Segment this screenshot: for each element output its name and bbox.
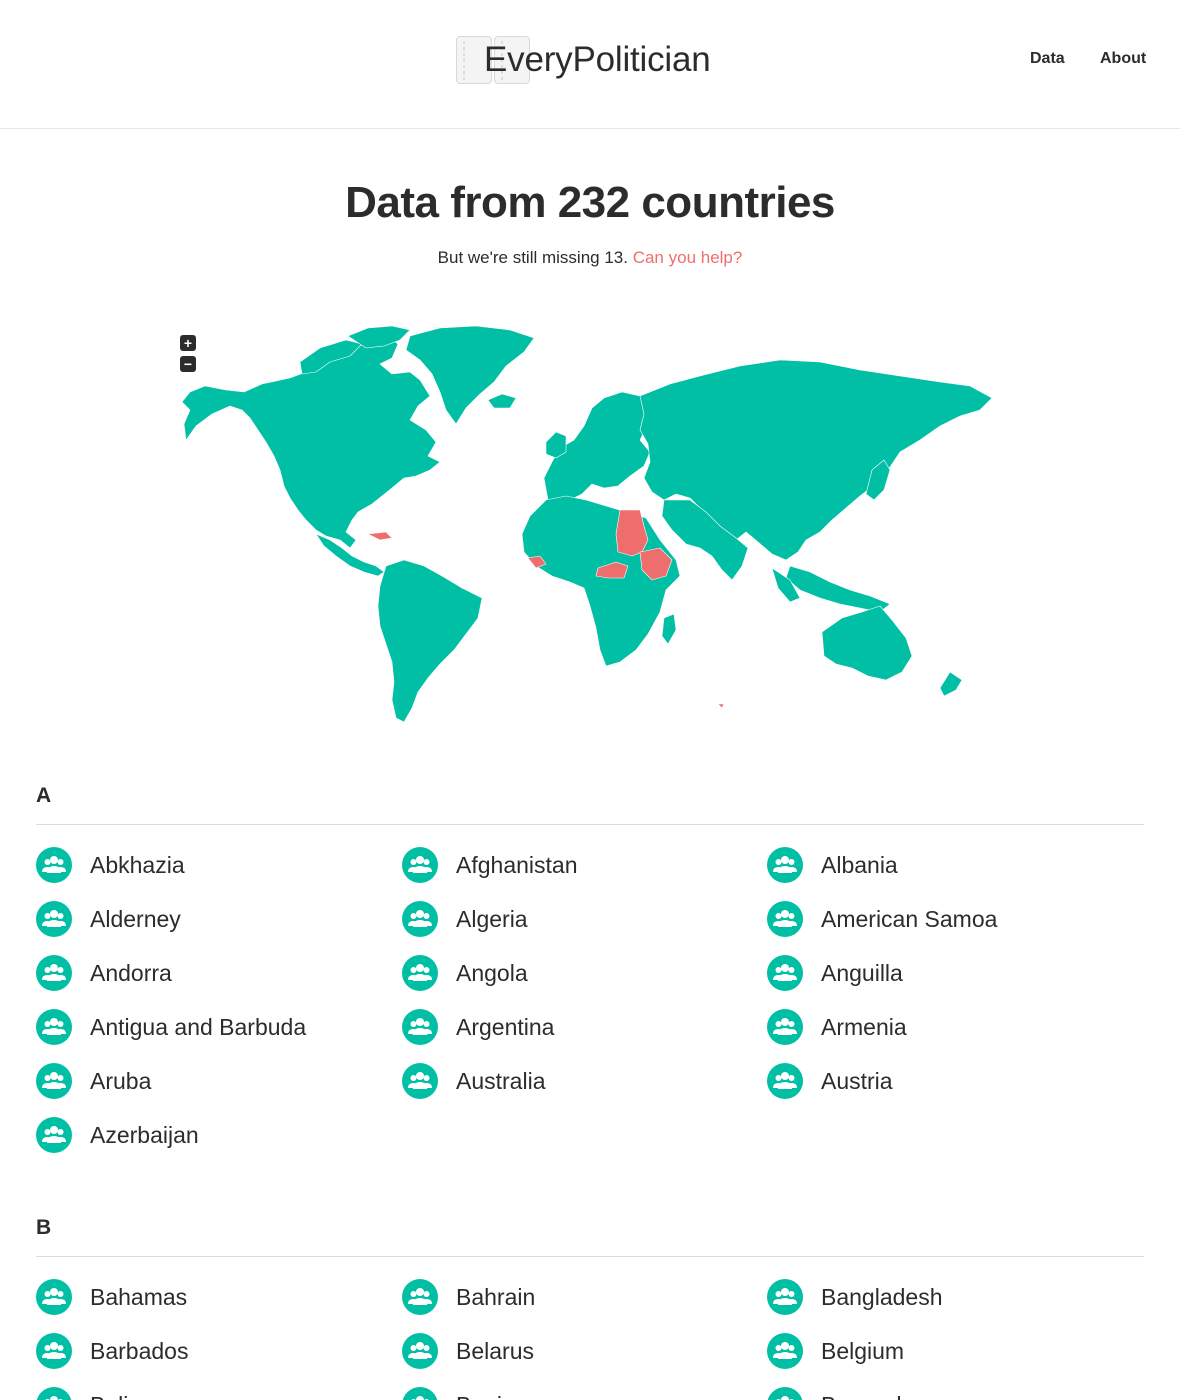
japan bbox=[865, 459, 891, 501]
country-antigua-and-barbuda[interactable]: Antigua and Barbuda bbox=[36, 1009, 306, 1045]
country-algeria[interactable]: Algeria bbox=[402, 901, 528, 937]
country-afghanistan[interactable]: Afghanistan bbox=[402, 847, 577, 883]
people-icon bbox=[36, 1117, 72, 1153]
country-albania[interactable]: Albania bbox=[767, 847, 898, 883]
country-andorra[interactable]: Andorra bbox=[36, 955, 172, 991]
people-icon bbox=[36, 1387, 72, 1400]
people-icon bbox=[767, 1009, 803, 1045]
country-barbados[interactable]: Barbados bbox=[36, 1333, 188, 1369]
people-icon bbox=[36, 955, 72, 991]
people-icon bbox=[402, 955, 438, 991]
country-bangladesh[interactable]: Bangladesh bbox=[767, 1279, 943, 1315]
missing-region-west bbox=[527, 555, 547, 569]
section-divider-b bbox=[36, 1256, 1144, 1257]
country-australia[interactable]: Australia bbox=[402, 1063, 545, 1099]
arabia-india bbox=[661, 499, 749, 581]
missing-region-caribbean bbox=[367, 531, 393, 541]
uk-ireland bbox=[545, 431, 567, 459]
country-austria[interactable]: Austria bbox=[767, 1063, 893, 1099]
country-azerbaijan[interactable]: Azerbaijan bbox=[36, 1117, 199, 1153]
iceland bbox=[487, 393, 517, 409]
country-anguilla[interactable]: Anguilla bbox=[767, 955, 903, 991]
sumatra bbox=[771, 567, 801, 603]
people-icon bbox=[767, 901, 803, 937]
country-belarus[interactable]: Belarus bbox=[402, 1333, 534, 1369]
south-america bbox=[377, 559, 483, 723]
logo[interactable]: EveryPolitician bbox=[456, 36, 711, 84]
country-bahrain[interactable]: Bahrain bbox=[402, 1279, 535, 1315]
country-bahamas[interactable]: Bahamas bbox=[36, 1279, 187, 1315]
people-icon bbox=[402, 1063, 438, 1099]
country-argentina[interactable]: Argentina bbox=[402, 1009, 554, 1045]
people-icon bbox=[767, 1387, 803, 1400]
people-icon bbox=[767, 1063, 803, 1099]
missing-region-horn bbox=[639, 547, 673, 581]
section-divider-a bbox=[36, 824, 1144, 825]
country-belgium[interactable]: Belgium bbox=[767, 1333, 904, 1369]
africa bbox=[521, 495, 681, 667]
people-icon bbox=[402, 847, 438, 883]
country-bermuda[interactable]: Bermuda bbox=[767, 1387, 914, 1400]
people-icon bbox=[767, 847, 803, 883]
country-benin[interactable]: Benin bbox=[402, 1387, 515, 1400]
country-alderney[interactable]: Alderney bbox=[36, 901, 181, 937]
world-map[interactable] bbox=[170, 318, 1010, 738]
zoom-out-button[interactable]: − bbox=[180, 356, 196, 372]
country-angola[interactable]: Angola bbox=[402, 955, 528, 991]
se-asia-islands bbox=[785, 565, 891, 613]
people-icon bbox=[767, 1333, 803, 1369]
country-abkhazia[interactable]: Abkhazia bbox=[36, 847, 185, 883]
people-icon bbox=[767, 1279, 803, 1315]
section-letter-b: B bbox=[36, 1216, 52, 1239]
people-icon bbox=[36, 847, 72, 883]
nav-about-link[interactable]: About bbox=[1100, 50, 1147, 67]
site-header: EveryPolitician Data About bbox=[0, 0, 1180, 129]
missing-region-central bbox=[595, 561, 629, 579]
people-icon bbox=[402, 1009, 438, 1045]
logo-text: EveryPolitician bbox=[484, 40, 711, 79]
country-belize[interactable]: Belize bbox=[36, 1387, 153, 1400]
australia bbox=[821, 605, 913, 681]
missing-region-south bbox=[717, 703, 725, 709]
madagascar bbox=[661, 613, 677, 645]
section-letter-a: A bbox=[36, 784, 52, 807]
arctic-islands-2 bbox=[347, 325, 411, 349]
greenland bbox=[405, 325, 535, 425]
arctic-islands bbox=[299, 339, 363, 375]
nav-data-link[interactable]: Data bbox=[1030, 50, 1065, 67]
people-icon bbox=[767, 955, 803, 991]
zoom-in-button[interactable]: + bbox=[180, 335, 196, 351]
page-subtitle: But we're still missing 13. Can you help… bbox=[0, 248, 1180, 268]
people-icon bbox=[36, 1063, 72, 1099]
people-icon bbox=[402, 1387, 438, 1400]
missing-count-text: But we're still missing 13. bbox=[437, 248, 628, 267]
logo-icon bbox=[456, 36, 532, 84]
new-zealand bbox=[939, 671, 963, 697]
country-aruba[interactable]: Aruba bbox=[36, 1063, 151, 1099]
page-title: Data from 232 countries bbox=[345, 178, 835, 227]
country-american-samoa[interactable]: American Samoa bbox=[767, 901, 997, 937]
people-icon bbox=[402, 1279, 438, 1315]
people-icon bbox=[36, 901, 72, 937]
people-icon bbox=[36, 1009, 72, 1045]
asia bbox=[639, 359, 993, 561]
country-armenia[interactable]: Armenia bbox=[767, 1009, 907, 1045]
people-icon bbox=[402, 901, 438, 937]
people-icon bbox=[36, 1279, 72, 1315]
people-icon bbox=[36, 1333, 72, 1369]
people-icon bbox=[402, 1333, 438, 1369]
help-link[interactable]: Can you help? bbox=[632, 248, 743, 267]
